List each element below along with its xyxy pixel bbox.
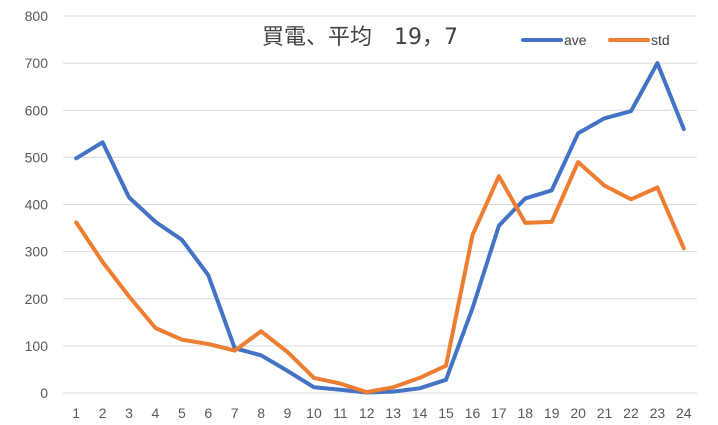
- x-axis-ticks: 1 2 3 4 5 6 7 8 9 10 11 12 13 14 15 16 17 18 19 20 21 22 23 24: [72, 405, 691, 421]
- x-tick-label: 22: [623, 405, 639, 421]
- x-tick-label: 17: [491, 405, 507, 421]
- x-tick-label: 10: [306, 405, 322, 421]
- series-line-std: [74, 160, 686, 395]
- y-tick-label: 700: [25, 55, 49, 71]
- y-tick-label: 0: [40, 385, 48, 401]
- chart-title: 買電、平均 19，7: [262, 25, 458, 50]
- x-tick-label: 11: [333, 405, 348, 421]
- x-tick-label: 20: [570, 405, 586, 421]
- x-tick-label: 24: [676, 405, 692, 421]
- x-tick-label: 5: [178, 405, 186, 421]
- x-tick-label: 16: [465, 405, 481, 421]
- series-line-ave: [74, 61, 686, 395]
- y-tick-label: 200: [25, 291, 49, 307]
- y-tick-label: 800: [25, 8, 49, 24]
- x-tick-label: 2: [99, 405, 107, 421]
- y-tick-label: 500: [25, 149, 49, 165]
- x-tick-label: 13: [385, 405, 401, 421]
- x-tick-label: 21: [597, 405, 613, 421]
- y-tick-label: 600: [25, 102, 49, 118]
- legend: ave std: [521, 32, 670, 48]
- x-tick-label: 23: [650, 405, 666, 421]
- x-tick-label: 6: [204, 405, 212, 421]
- x-tick-label: 15: [438, 405, 454, 421]
- x-tick-label: 19: [544, 405, 560, 421]
- x-tick-label: 14: [412, 405, 428, 421]
- series-lines: [74, 61, 686, 395]
- y-tick-label: 100: [25, 338, 49, 354]
- x-tick-label: 18: [518, 405, 534, 421]
- gridlines: [63, 15, 697, 394]
- legend-label-ave: ave: [564, 32, 587, 48]
- x-tick-label: 3: [125, 405, 133, 421]
- y-axis-ticks: 0 100 200 300 400 500 600 700 800: [25, 8, 49, 401]
- legend-label-std: std: [651, 32, 670, 48]
- y-tick-label: 300: [25, 244, 49, 260]
- x-tick-label: 12: [359, 405, 375, 421]
- y-tick-label: 400: [25, 197, 49, 213]
- x-tick-label: 8: [257, 405, 265, 421]
- x-tick-label: 7: [231, 405, 239, 421]
- x-tick-label: 9: [284, 405, 292, 421]
- x-tick-label: 1: [72, 405, 80, 421]
- x-tick-label: 4: [152, 405, 160, 421]
